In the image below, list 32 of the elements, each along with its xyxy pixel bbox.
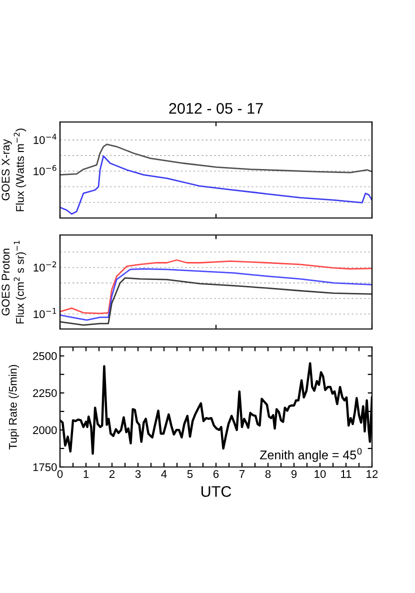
y-tick-label: 10$^{−6}$ bbox=[34, 165, 56, 176]
line-series bbox=[60, 277, 372, 326]
y-tick-label: 2000 bbox=[33, 426, 57, 434]
x-tick-label: 0 bbox=[57, 470, 63, 478]
line-series bbox=[60, 268, 372, 321]
x-tick-label: 9 bbox=[291, 470, 297, 478]
y-tick-label: 2250 bbox=[33, 389, 57, 398]
chart-title: 2012 - 05 - 17 bbox=[169, 103, 263, 114]
y-axis-title: GOES X-ray Flux (Watts m$^{−2}$) bbox=[2, 128, 26, 212]
y-tick-label: 10$^{−4}$ bbox=[34, 134, 56, 144]
x-tick-label: 1 bbox=[84, 470, 89, 478]
line-series bbox=[60, 155, 372, 215]
x-tick-label: 6 bbox=[213, 470, 219, 478]
x-tick-label: 11 bbox=[341, 470, 352, 478]
y-axis-title: GOES Proton Flux (cm$^{2}$ s sr)$^{−1}$ bbox=[2, 240, 26, 324]
line-series bbox=[60, 144, 372, 176]
y-tick-label: 1750 bbox=[33, 463, 57, 472]
x-tick-label: 5 bbox=[187, 470, 193, 478]
x-tick-label: 12 bbox=[366, 470, 378, 478]
annotation: Zenith angle = 45$^{0}$ bbox=[260, 448, 362, 462]
x-tick-label: 2 bbox=[109, 470, 115, 478]
y-tick-label: 2500 bbox=[33, 352, 57, 360]
y-axis-title: Tupi Rate (/5min) bbox=[8, 364, 20, 450]
x-axis-title: UTC bbox=[201, 486, 232, 497]
x-tick-label: 8 bbox=[265, 470, 271, 478]
x-tick-label: 4 bbox=[161, 470, 167, 478]
x-tick-label: 7 bbox=[239, 470, 245, 478]
x-tick-label: 3 bbox=[135, 470, 141, 478]
x-tick-label: 10 bbox=[314, 470, 326, 478]
line-series bbox=[60, 259, 372, 314]
y-tick-label: 10$^{−2}$ bbox=[34, 261, 56, 272]
y-tick-label: 10$^{−1}$ bbox=[34, 308, 56, 318]
